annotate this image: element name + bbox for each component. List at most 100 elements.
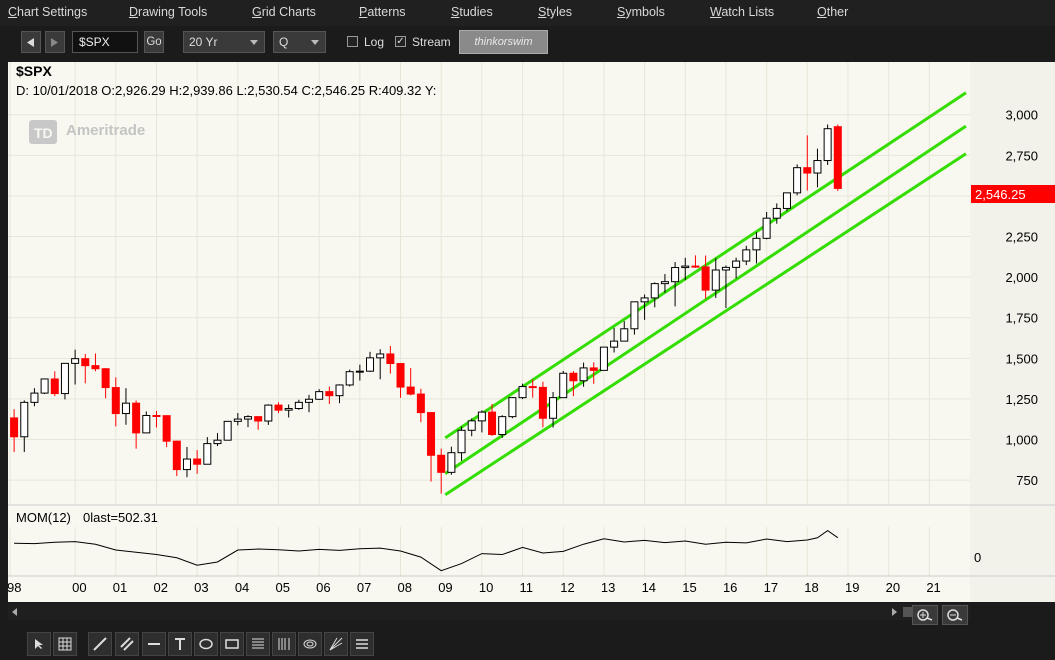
menu-patterns[interactable]: Patterns <box>359 5 406 19</box>
candle-body <box>315 391 324 400</box>
candle-body <box>243 416 252 420</box>
menu-studies[interactable]: Studies <box>451 5 493 19</box>
candle-body <box>264 404 273 422</box>
scroll-right-icon[interactable] <box>892 608 897 616</box>
chart[interactable]: $SPX D: 10/01/2018 O:2,926.29 H:2,939.86… <box>8 62 1055 602</box>
candle <box>152 410 161 428</box>
drawing-toolbar <box>0 628 1055 660</box>
scroll-left-icon[interactable] <box>12 608 17 616</box>
zoom-in-button[interactable] <box>912 605 938 625</box>
scroll-thumb[interactable] <box>903 607 913 617</box>
candle <box>305 394 314 413</box>
candle <box>20 400 29 453</box>
candle <box>457 426 466 461</box>
menu-grid-charts[interactable]: Grid Charts <box>252 5 316 19</box>
candle <box>538 381 547 428</box>
candle-body <box>813 160 822 174</box>
candle-body <box>101 368 110 389</box>
time-zones-tool[interactable] <box>272 632 296 656</box>
menu-styles[interactable]: Styles <box>538 5 573 19</box>
drawings-list-tool[interactable] <box>350 632 374 656</box>
horizontal-scrollbar[interactable] <box>8 604 970 620</box>
back-button[interactable] <box>21 31 41 53</box>
candle-body <box>721 266 730 271</box>
candle-body <box>376 353 385 359</box>
menu-drawing-tools[interactable]: Drawing Tools <box>129 5 208 19</box>
menu-symbols[interactable]: Symbols <box>617 5 665 19</box>
rectangle-tool[interactable] <box>220 632 244 656</box>
year-tick-label: 07 <box>357 580 371 595</box>
candle <box>345 369 354 387</box>
zoom-out-button[interactable] <box>942 605 968 625</box>
td-ameritrade-watermark: TD Ameritrade <box>29 120 145 144</box>
candle-body <box>91 365 100 370</box>
candle <box>203 437 212 465</box>
candle-body <box>213 439 222 445</box>
ellipse-tool[interactable] <box>194 632 218 656</box>
candle <box>701 255 710 299</box>
timeframe-select[interactable]: 20 Yr <box>183 31 265 53</box>
vertical-grid <box>9 62 930 576</box>
symbol-input[interactable]: $SPX <box>72 31 138 53</box>
candle <box>742 245 751 266</box>
candle <box>650 282 659 308</box>
fibonacci-tool[interactable] <box>246 632 270 656</box>
svg-text:TD: TD <box>34 125 53 141</box>
log-checkbox[interactable] <box>347 36 358 47</box>
candle-body <box>142 415 151 434</box>
year-tick-label: 00 <box>72 580 86 595</box>
year-tick-label: 98 <box>8 580 22 595</box>
candles <box>10 124 842 494</box>
candle <box>132 400 141 449</box>
menu-chart-settings[interactable]: Chart Settings <box>8 5 88 19</box>
candle <box>193 450 202 474</box>
text-icon <box>175 638 185 650</box>
candle <box>579 362 588 387</box>
menu-watch-lists[interactable]: Watch Lists <box>710 5 775 19</box>
timeframe-value: 20 Yr <box>189 35 218 49</box>
candle <box>752 231 761 264</box>
year-tick-label: 11 <box>520 580 534 595</box>
candle <box>518 383 527 400</box>
crosshair-tool[interactable] <box>53 632 77 656</box>
channel-tool[interactable] <box>115 632 139 656</box>
menu-other[interactable]: Other <box>817 5 849 19</box>
candle <box>437 448 446 494</box>
thinkorswim-logo: thinkorswim <box>459 30 548 54</box>
candle <box>488 403 497 436</box>
candle <box>81 353 90 384</box>
candle-body <box>630 301 639 330</box>
forward-button[interactable] <box>45 31 65 53</box>
aggregation-select[interactable]: Q <box>273 31 326 53</box>
text-tool[interactable] <box>168 632 192 656</box>
candle <box>610 327 619 353</box>
candle <box>111 377 120 427</box>
candle <box>447 446 456 475</box>
stream-checkbox[interactable]: ✓ <box>395 36 406 47</box>
momentum-series <box>14 530 839 572</box>
candle-body <box>732 260 741 268</box>
candle-body <box>30 392 39 403</box>
candle-body <box>620 328 629 342</box>
cursor-tool[interactable] <box>27 632 51 656</box>
candle <box>569 371 578 397</box>
candle-body <box>223 420 232 441</box>
horizontal-line-tool[interactable] <box>142 632 166 656</box>
candle-body <box>20 401 29 438</box>
fan-tool[interactable] <box>324 632 348 656</box>
candle <box>172 440 181 477</box>
year-tick-label: 21 <box>926 580 940 595</box>
cursor-icon <box>35 639 43 649</box>
arc-tool[interactable] <box>298 632 322 656</box>
candle <box>803 135 812 191</box>
price-badge: 2,546.25 <box>971 185 1055 203</box>
candle-body <box>335 384 344 397</box>
candle-body <box>833 126 842 189</box>
candle-body <box>355 370 364 373</box>
trendline-tool[interactable] <box>88 632 112 656</box>
candle-body <box>121 402 130 415</box>
candle <box>396 363 405 398</box>
triangle-left-icon <box>27 37 34 47</box>
go-button[interactable]: Go <box>144 31 164 53</box>
candle <box>599 346 608 371</box>
